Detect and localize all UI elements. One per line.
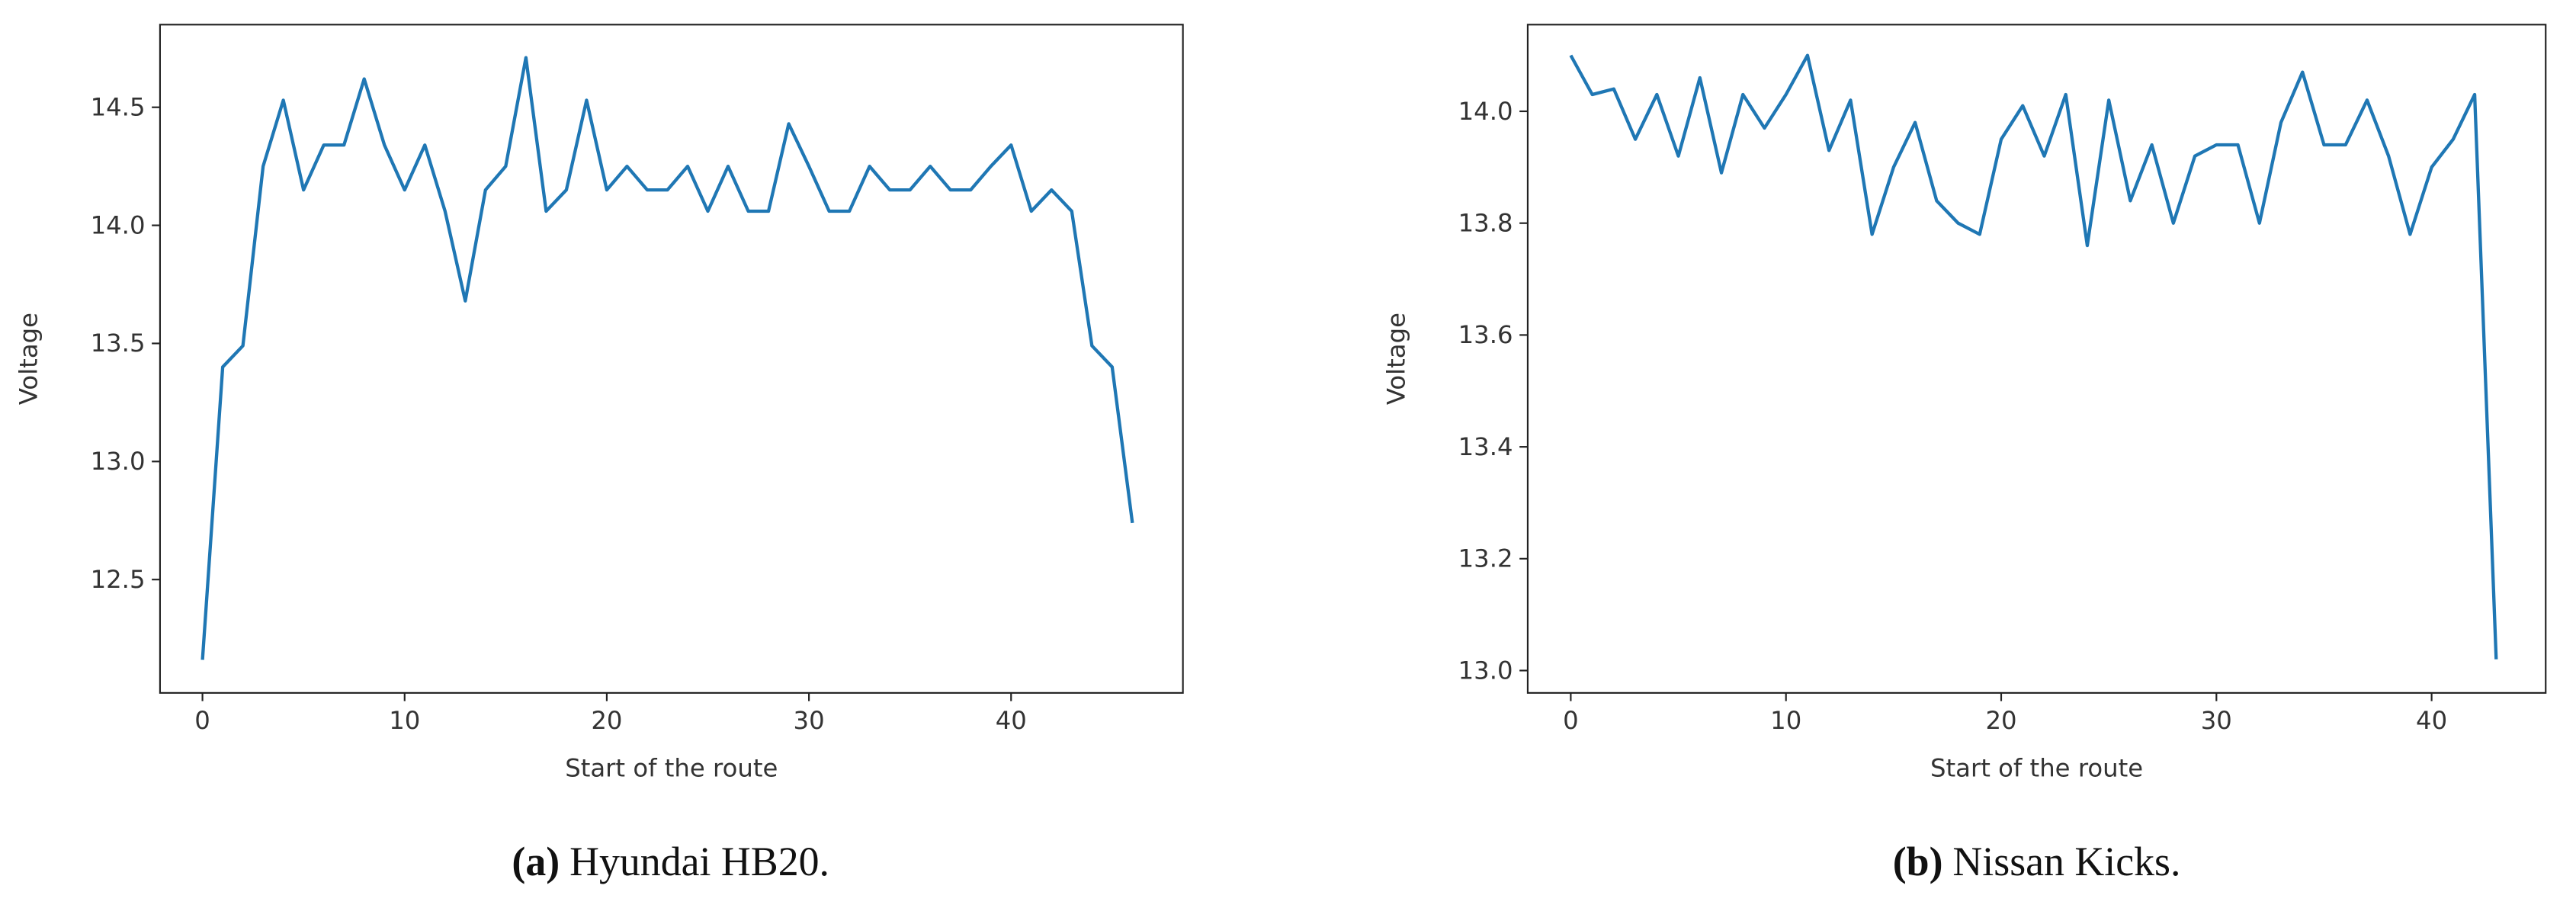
y-tick-label: 14.5 [91,92,146,121]
x-tick-label: 10 [1770,706,1801,735]
caption-label: (a) [512,839,560,884]
plot-frame [159,24,1184,694]
y-axis-label: Voltage [1381,313,1410,405]
y-tick-label: 12.5 [91,565,146,594]
x-tick-label: 20 [1985,706,2016,735]
y-tick-label: 14.0 [1458,97,1513,126]
data-line [200,56,1134,660]
y-tick-label: 14.0 [91,210,146,239]
y-tick-label: 13.5 [91,329,146,358]
caption-label: (b) [1893,839,1943,884]
x-tick-label: 40 [2416,706,2447,735]
data-line [1569,53,2498,659]
y-tick-label: 13.4 [1458,432,1513,461]
y-tick-label: 13.0 [91,447,146,476]
caption: (b) Nissan Kicks. [1893,839,2181,884]
x-tick-label: 30 [794,706,825,735]
x-axis-label: Start of the route [565,754,778,783]
x-tick-label: 0 [194,706,210,735]
x-tick-label: 20 [591,706,622,735]
y-tick-label: 13.6 [1458,320,1513,349]
x-axis-label: Start of the route [1930,754,2143,783]
x-tick-label: 30 [2201,706,2232,735]
plot-frame [1526,24,2547,694]
caption: (a) Hyundai HB20. [512,839,829,884]
y-axis-label: Voltage [14,313,43,405]
caption-text: Hyundai HB20. [569,839,829,884]
x-tick-label: 0 [1563,706,1579,735]
y-tick-label: 13.8 [1458,208,1513,237]
x-tick-label: 10 [389,706,420,735]
y-tick-label: 13.0 [1458,656,1513,685]
caption-text: Nissan Kicks. [1952,839,2180,884]
y-tick-label: 13.2 [1458,544,1513,573]
x-tick-label: 40 [996,706,1027,735]
